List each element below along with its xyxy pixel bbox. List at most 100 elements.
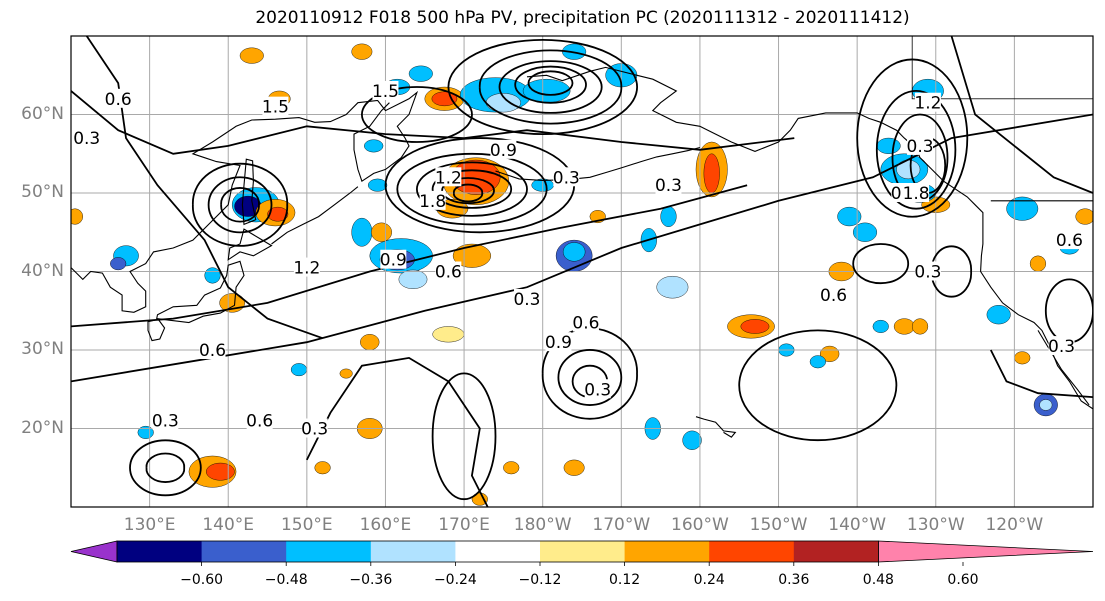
lat-tick-label: 20°N [21, 417, 64, 438]
pv-contour [416, 161, 528, 217]
precip-anomaly-patch [452, 243, 492, 268]
contour-label-backdrop [513, 288, 540, 308]
contour-label-text: 1.5 [262, 98, 289, 118]
colorbar-tick-label: 0.48 [862, 572, 894, 588]
colorbar-swatch [370, 541, 456, 562]
contour-label-text: 0.6 [105, 90, 132, 110]
lon-tick-label: 150°W [749, 515, 808, 535]
pv-contour [207, 176, 273, 234]
pv-contour [71, 184, 748, 328]
contour-label-backdrop [914, 92, 941, 112]
pv-contour-label: 0.3 [73, 128, 100, 149]
contour-label-backdrop [105, 88, 132, 108]
aleutian-islands [495, 146, 701, 181]
pv-contour-label: 0.3 [1048, 336, 1075, 357]
contour-label-backdrop [152, 410, 179, 430]
precip-anomaly-patch [703, 153, 720, 194]
contour-label-text: 0.3 [301, 420, 328, 440]
pv-contour [220, 187, 260, 223]
contour-label-text: 0.6 [572, 314, 599, 334]
precip-anomaly-patch [1075, 208, 1093, 225]
pv-contour [527, 70, 574, 96]
lon-tick-label: 160°E [359, 515, 412, 535]
contour-label-text: 0.3 [152, 412, 179, 432]
precip-anomaly-patch [853, 222, 878, 242]
contour-label-backdrop [419, 190, 446, 210]
lon-tick-label: 120°W [985, 515, 1044, 535]
precip-anomaly-patch [911, 318, 929, 335]
precip-anomaly-patch [656, 276, 689, 299]
pv-contour [852, 243, 910, 285]
colorbar-outline [116, 540, 879, 563]
contour-label-backdrop [199, 340, 226, 359]
colorbar-swatch [286, 541, 372, 562]
precip-anomaly-patch [364, 139, 384, 153]
pv-contour-label: 0.6 [572, 312, 599, 334]
contour-label-text: 0.3 [553, 168, 580, 188]
contour-label-backdrop [435, 261, 462, 281]
precip-anomaly-patch [204, 267, 221, 284]
pv-contour-label: 0.9 [545, 332, 572, 353]
pv-contour-labels: 0.30.60.91.21.51.80.30.60.91.20.30.60.3 0… [73, 80, 1083, 440]
precip-anomaly-patch [367, 178, 388, 192]
colorbar-tick-label: −0.36 [349, 572, 393, 588]
precip-anomaly-patch [562, 242, 586, 262]
contour-label-backdrop [1056, 230, 1083, 250]
contour-label-text: 0.3 [513, 290, 540, 310]
contour-label-text: 0.3 [907, 137, 934, 157]
precip-anomaly-patch [432, 326, 465, 343]
precip-anomaly-patch [351, 43, 373, 60]
pv-contour-label: 1.5 [262, 96, 289, 118]
precip-anomaly-patch [872, 319, 889, 333]
contour-label-backdrop [1048, 336, 1075, 356]
pv-contour [989, 349, 1093, 398]
contour-label-text: 0.6 [1056, 231, 1083, 251]
precip-anomaly-patch [360, 334, 380, 351]
contour-label-text: 1.5 [372, 82, 399, 102]
contour-label-text: 1.8 [903, 184, 930, 204]
pv-contour [498, 60, 603, 114]
contour-label-text: 0.6 [820, 286, 847, 306]
pv-contour-label: 0.6 [105, 88, 132, 110]
contour-label-backdrop [73, 128, 100, 148]
pv-contour [145, 452, 186, 483]
precip-anomaly-patch [239, 47, 264, 64]
lon-tick-label: 180°W [513, 515, 572, 535]
colorbar-tick-label: −0.12 [518, 572, 562, 588]
precip-anomaly-patch [371, 222, 392, 242]
lat-tick-label: 60°N [21, 103, 64, 124]
pv-contour-label: 1.2 [914, 92, 941, 114]
pv-contour [557, 349, 623, 406]
colorbar-swatch [117, 541, 203, 562]
colorbar-tick-label: −0.48 [264, 572, 308, 588]
contour-label-text: 0.3 [1048, 337, 1075, 357]
contour-label-text: 0.9 [380, 251, 407, 271]
map-frame [70, 35, 1094, 508]
contour-label-backdrop [246, 410, 273, 430]
colorbar-tick-label: 0.60 [947, 572, 979, 588]
pv-contour [930, 245, 973, 298]
pv-contour-label: 0.9 [380, 249, 407, 271]
contour-label-backdrop [490, 139, 517, 159]
colorbar-tick-label: 0.24 [693, 572, 725, 588]
pv-contour [129, 439, 202, 497]
contour-label-backdrop [301, 418, 328, 438]
pv-contour [191, 162, 289, 247]
precip-anomaly-patch [408, 65, 433, 82]
pv-contour-label: 0.6 [1056, 230, 1083, 251]
lon-tick-label: 130°E [123, 515, 176, 535]
precip-anomaly-patch [809, 355, 826, 369]
pv-contour [305, 356, 489, 507]
contour-label-backdrop [655, 175, 682, 195]
precip-anomaly-patch [986, 305, 1011, 325]
pv-contour [71, 90, 795, 155]
contour-label-backdrop [380, 249, 407, 269]
coastlines [71, 36, 1093, 438]
colorbar-swatch [201, 541, 287, 562]
lon-tick-label: 140°E [202, 515, 255, 535]
pv-contour [950, 36, 1093, 194]
pv-contour-label: 0.6 [199, 340, 226, 361]
pv-contour [856, 58, 969, 218]
precip-anomaly-patch [1014, 351, 1031, 365]
colorbar [70, 540, 1094, 566]
